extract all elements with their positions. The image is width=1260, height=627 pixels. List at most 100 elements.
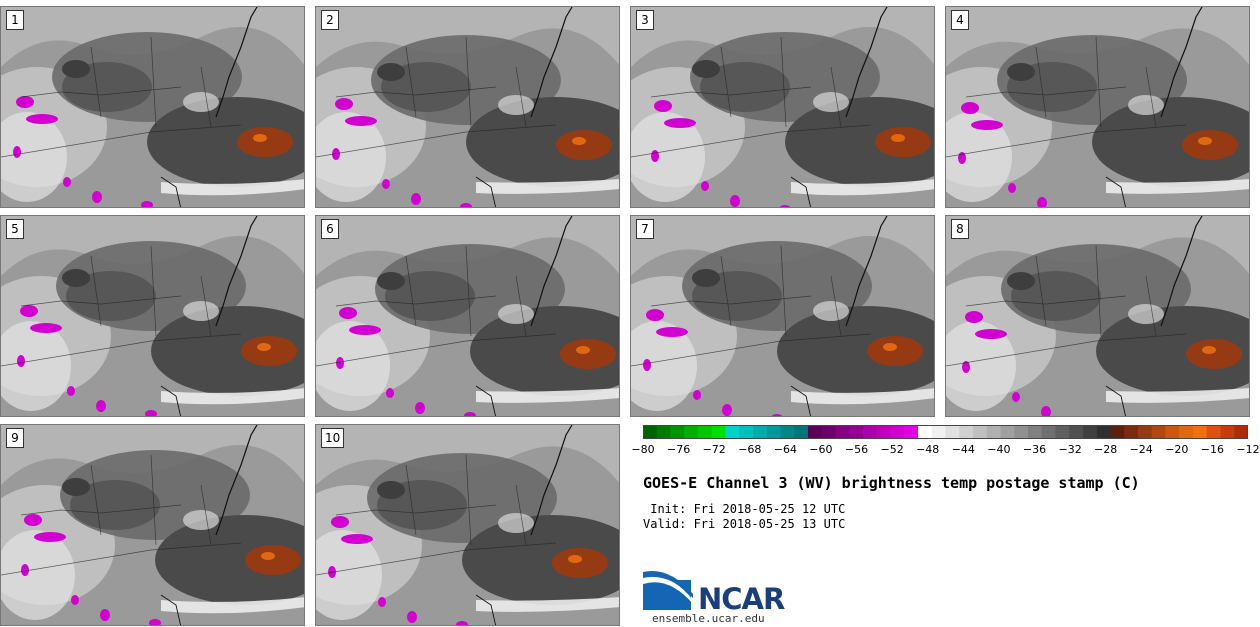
wv-map-image xyxy=(946,7,1249,207)
colorbar-tick: −80 xyxy=(631,443,655,456)
colorbar-segment xyxy=(986,425,1001,439)
colorbar-tick: −68 xyxy=(738,443,762,456)
colorbar-tick: −40 xyxy=(987,443,1011,456)
colorbar-segment xyxy=(1096,425,1111,439)
colorbar-segment xyxy=(1000,425,1015,439)
colorbar-segment xyxy=(711,425,726,439)
colorbar-segment xyxy=(959,425,974,439)
colorbar-segment xyxy=(1055,425,1070,439)
panel-number-label: 8 xyxy=(951,219,969,239)
panel-number-label: 7 xyxy=(636,219,654,239)
wv-map-image xyxy=(1,216,304,416)
colorbar-segment xyxy=(794,425,809,439)
postage-stamp-panel: 5 xyxy=(0,215,305,417)
postage-stamp-panel: 3 xyxy=(630,6,935,208)
site-url: ensemble.ucar.edu xyxy=(652,612,765,625)
valid-time: Valid: Fri 2018-05-25 13 UTC xyxy=(643,517,846,531)
colorbar-segment xyxy=(643,425,658,439)
colorbar-segment xyxy=(1014,425,1029,439)
panel-number-label: 2 xyxy=(321,10,339,30)
colorbar-tick: −56 xyxy=(844,443,869,456)
panel-number-label: 9 xyxy=(6,428,24,448)
wv-map-image xyxy=(316,425,619,625)
colorbar-tick: −20 xyxy=(1165,443,1189,456)
colorbar-segment xyxy=(684,425,699,439)
colorbar-segment xyxy=(973,425,988,439)
figure-title: GOES-E Channel 3 (WV) brightness temp po… xyxy=(643,474,1140,492)
colorbar-segment xyxy=(863,425,878,439)
colorbar-segment xyxy=(780,425,795,439)
postage-stamp-panel: 9 xyxy=(0,424,305,626)
panel-number-label: 3 xyxy=(636,10,654,30)
colorbar-segment xyxy=(835,425,850,439)
colorbar-segment xyxy=(890,425,905,439)
colorbar-tick: −44 xyxy=(951,443,975,456)
colorbar-segment xyxy=(670,425,685,439)
colorbar-segment xyxy=(1151,425,1166,439)
colorbar-segment xyxy=(1041,425,1056,439)
colorbar-tick: −12 xyxy=(1236,443,1260,456)
wv-map-image xyxy=(316,216,619,416)
colorbar-segment xyxy=(918,425,933,439)
colorbar-segment xyxy=(1193,425,1208,439)
colorbar-segment xyxy=(656,425,671,439)
panel-number-label: 4 xyxy=(951,10,969,30)
colorbar-tick: −76 xyxy=(666,443,691,456)
colorbar-tick: −28 xyxy=(1093,443,1118,456)
colorbar-segment xyxy=(1220,425,1235,439)
panel-number-label: 1 xyxy=(6,10,24,30)
colorbar-segment xyxy=(1206,425,1221,439)
colorbar-segment xyxy=(1069,425,1084,439)
wv-map-image xyxy=(316,7,619,207)
postage-stamp-panel: 8 xyxy=(945,215,1250,417)
ncar-logo-text: NCAR xyxy=(698,582,785,616)
colorbar-tick: −16 xyxy=(1200,443,1224,456)
colorbar-tick: −36 xyxy=(1022,443,1047,456)
colorbar-segment xyxy=(1179,425,1194,439)
colorbar-segment xyxy=(739,425,754,439)
postage-stamp-panel: 1 xyxy=(0,6,305,208)
postage-stamp-panel: 6 xyxy=(315,215,620,417)
colorbar-segment xyxy=(766,425,781,439)
panel-number-label: 5 xyxy=(6,219,24,239)
colorbar-segment xyxy=(753,425,768,439)
colorbar-segment xyxy=(1028,425,1043,439)
colorbar-segment xyxy=(1165,425,1180,439)
wv-map-image xyxy=(631,216,934,416)
colorbar-tick: −64 xyxy=(773,443,797,456)
colorbar-tick: −48 xyxy=(916,443,940,456)
colorbar-segment xyxy=(698,425,713,439)
colorbar-tick: −32 xyxy=(1058,443,1082,456)
postage-stamp-panel: 7 xyxy=(630,215,935,417)
postage-stamp-panel: 2 xyxy=(315,6,620,208)
colorbar-segment xyxy=(904,425,919,439)
colorbar-segment xyxy=(1110,425,1125,439)
wv-map-image xyxy=(1,425,304,625)
colorbar-tick: −72 xyxy=(702,443,726,456)
wv-map-image xyxy=(1,7,304,207)
colorbar-segment xyxy=(808,425,823,439)
ncar-logo-icon xyxy=(643,570,693,610)
wv-map-image xyxy=(631,7,934,207)
colorbar-tick-labels: −80 −76 −72 −68 −64 −60 −56 −52 −48 −44 −40 −36 −32−… xyxy=(631,443,1259,459)
colorbar xyxy=(643,425,1248,439)
postage-stamp-panel: 10 xyxy=(315,424,620,626)
colorbar-segment xyxy=(1234,425,1248,439)
colorbar-segment xyxy=(725,425,740,439)
colorbar-segment xyxy=(849,425,864,439)
panel-number-label: 10 xyxy=(321,428,345,448)
colorbar-tick: −24 xyxy=(1129,443,1153,456)
init-time: Init: Fri 2018-05-25 12 UTC xyxy=(643,502,846,516)
colorbar-segment xyxy=(876,425,891,439)
colorbar-tick: −60 xyxy=(809,443,833,456)
panel-number-label: 6 xyxy=(321,219,339,239)
colorbar-segment xyxy=(1124,425,1139,439)
colorbar-segment xyxy=(821,425,836,439)
colorbar-segment xyxy=(1138,425,1153,439)
colorbar-segment xyxy=(931,425,946,439)
colorbar-segment xyxy=(1083,425,1098,439)
postage-stamp-panel: 4 xyxy=(945,6,1250,208)
wv-map-image xyxy=(946,216,1249,416)
colorbar-segment xyxy=(945,425,960,439)
colorbar-tick: −52 xyxy=(880,443,904,456)
